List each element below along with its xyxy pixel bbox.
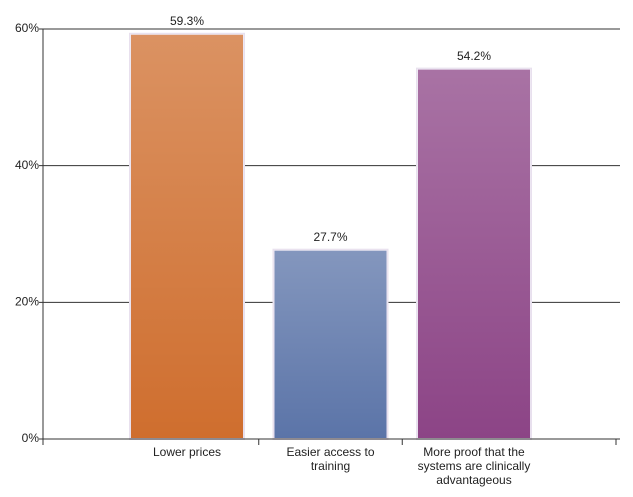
bar (416, 67, 532, 440)
x-tick-label: More proof that the systems are clinical… (417, 445, 531, 487)
y-tick-label: 40% (15, 158, 39, 172)
value-label: 27.7% (313, 230, 347, 244)
x-tick-label: Lower prices (152, 445, 222, 459)
y-tick-label: 60% (15, 21, 39, 35)
value-label: 59.3% (170, 14, 204, 28)
value-label: 54.2% (457, 49, 491, 63)
y-tick-label: 0% (22, 431, 40, 445)
y-tick-label: 20% (15, 295, 39, 309)
bar (272, 248, 389, 440)
x-tick-label: Easier access to training (286, 445, 375, 473)
bar (129, 32, 245, 441)
